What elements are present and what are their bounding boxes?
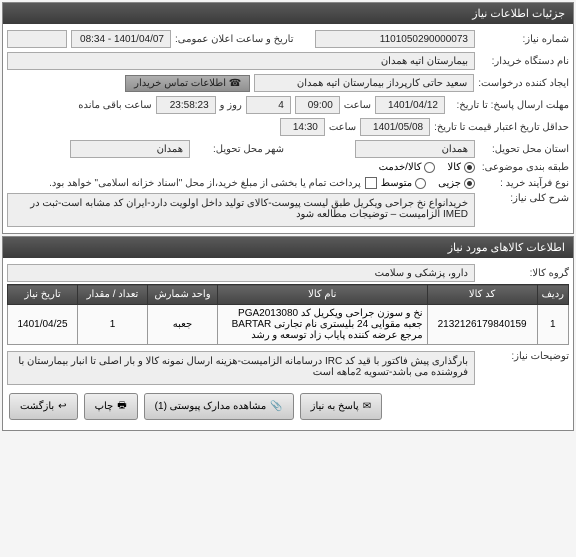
proc-type-minor[interactable]: جزیی xyxy=(438,178,475,189)
proc-type-medium[interactable]: متوسط xyxy=(381,178,426,189)
value-need-desc: بارگذاری پیش فاکتور با قید کد IRC درساما… xyxy=(7,351,475,385)
category-opt1-label: کالا xyxy=(447,162,461,173)
value-public-date2 xyxy=(7,30,67,48)
cell-index: 1 xyxy=(537,305,568,345)
table-row: 1 2132126179840159 نخ و سوزن جراحی ویکری… xyxy=(8,305,569,345)
col-unit: واحد شمارش xyxy=(148,285,218,305)
value-province: همدان xyxy=(355,140,475,158)
attach-icon: 📎 xyxy=(270,401,282,412)
deadline-days-label: روز و xyxy=(220,100,242,111)
attachments-button[interactable]: 📎 مشاهده مدارک پیوستی (1) xyxy=(144,393,294,420)
category-opt2-label: کالا/خدمت xyxy=(379,162,422,173)
treasury-checkbox[interactable] xyxy=(365,177,377,189)
row-requester: ایجاد کننده درخواست: سعید حاتی کارپرداز … xyxy=(7,72,569,94)
back-icon: ↩ xyxy=(58,401,66,412)
radio-icon xyxy=(464,178,475,189)
value-public-date1: 1401/04/07 - 08:34 xyxy=(71,30,171,48)
value-buyer-org: بیمارستان اتیه همدان xyxy=(7,52,475,70)
value-general-desc: خریدانواع نخ جراحی ویکریل طبق لیست پیوست… xyxy=(7,193,475,227)
deadline-days: 4 xyxy=(246,96,291,114)
row-price-validity: حداقل تاریخ اعتبار قیمت تا تاریخ: 1401/0… xyxy=(7,116,569,138)
col-index: ردیف xyxy=(537,285,568,305)
label-province: استان محل تحویل: xyxy=(479,144,569,155)
back-label: بازگشت xyxy=(20,401,54,412)
label-need-desc: توضیحات نیاز: xyxy=(479,351,569,362)
panel1-body: شماره نیاز: 1101050290000073 تاریخ و ساع… xyxy=(3,24,573,233)
label-group: گروه کالا: xyxy=(479,268,569,279)
row-group: گروه کالا: دارو، پزشکی و سلامت xyxy=(7,262,569,284)
row-need-desc: توضیحات نیاز: بارگذاری پیش فاکتور با قید… xyxy=(7,349,569,387)
row-need-no: شماره نیاز: 1101050290000073 xyxy=(302,28,570,50)
label-price-validity: حداقل تاریخ اعتبار قیمت تا تاریخ: xyxy=(434,122,569,133)
row-general-desc: شرح کلی نیاز: خریدانواع نخ جراحی ویکریل … xyxy=(7,191,569,229)
panel1-title: جزئیات اطلاعات نیاز xyxy=(3,3,573,24)
row-category: طبقه بندی موضوعی: کالا کالا/خدمت xyxy=(7,160,569,175)
reply-icon: ✉ xyxy=(363,401,371,412)
print-label: چاپ xyxy=(95,401,114,412)
label-general-desc: شرح کلی نیاز: xyxy=(479,193,569,204)
goods-table: ردیف کد کالا نام کالا واحد شمارش تعداد /… xyxy=(7,284,569,345)
buyer-contact-label: اطلاعات تماس خریدار xyxy=(134,78,226,89)
button-row: ✉ پاسخ به نیاز 📎 مشاهده مدارک پیوستی (1)… xyxy=(7,387,569,426)
price-validity-date: 1401/05/08 xyxy=(360,118,430,136)
phone-icon: ☎ xyxy=(229,78,241,89)
label-proc-type: نوع فرآیند خرید : xyxy=(479,178,569,189)
print-button[interactable]: 🖶 چاپ xyxy=(84,393,138,420)
price-validity-time: 14:30 xyxy=(280,118,325,136)
price-validity-time-label: ساعت xyxy=(329,122,356,133)
proc-type-opt1-label: جزیی xyxy=(438,178,461,189)
label-buyer-org: نام دستگاه خریدار: xyxy=(479,56,569,67)
row-deadline: مهلت ارسال پاسخ: تا تاریخ: 1401/04/12 سا… xyxy=(7,94,569,116)
category-option-goods-service[interactable]: کالا/خدمت xyxy=(379,162,436,173)
cell-name: نخ و سوزن جراحی ویکریل کد PGA2013080 جعب… xyxy=(218,305,428,345)
reply-button[interactable]: ✉ پاسخ به نیاز xyxy=(300,393,382,420)
panel2-body: گروه کالا: دارو، پزشکی و سلامت ردیف کد ک… xyxy=(3,258,573,430)
row-proc-type: نوع فرآیند خرید : جزیی متوسط پرداخت تمام… xyxy=(7,175,569,191)
category-radio-group: کالا کالا/خدمت xyxy=(379,162,475,173)
deadline-date: 1401/04/12 xyxy=(375,96,445,114)
buyer-contact-button[interactable]: ☎ اطلاعات تماس خریدار xyxy=(125,75,250,92)
deadline-time: 09:00 xyxy=(295,96,340,114)
need-details-panel: جزئیات اطلاعات نیاز شماره نیاز: 11010502… xyxy=(2,2,574,234)
radio-icon xyxy=(415,178,426,189)
label-need-no: شماره نیاز: xyxy=(479,34,569,45)
value-need-no: 1101050290000073 xyxy=(315,30,475,48)
cell-unit: جعبه xyxy=(148,305,218,345)
category-option-goods[interactable]: کالا xyxy=(447,162,475,173)
cell-code: 2132126179840159 xyxy=(427,305,537,345)
reply-label: پاسخ به نیاز xyxy=(311,401,359,412)
col-date: تاریخ نیاز xyxy=(8,285,78,305)
print-icon: 🖶 xyxy=(117,398,126,415)
row-province: استان محل تحویل: همدان xyxy=(292,138,569,160)
value-requester: سعید حاتی کارپرداز بیمارستان اتیه همدان xyxy=(254,74,474,92)
value-city: همدان xyxy=(70,140,190,158)
deadline-remain: 23:58:23 xyxy=(156,96,216,114)
attachments-label: مشاهده مدارک پیوستی (1) xyxy=(155,401,267,412)
proc-type-radio-group: جزیی متوسط xyxy=(381,178,475,189)
row-buyer-org: نام دستگاه خریدار: بیمارستان اتیه همدان xyxy=(7,50,569,72)
label-deadline: مهلت ارسال پاسخ: تا تاریخ: xyxy=(449,100,569,111)
back-button[interactable]: ↩ بازگشت xyxy=(9,393,78,420)
cell-date: 1401/04/25 xyxy=(8,305,78,345)
table-header-row: ردیف کد کالا نام کالا واحد شمارش تعداد /… xyxy=(8,285,569,305)
goods-info-panel: اطلاعات کالاهای مورد نیاز گروه کالا: دار… xyxy=(2,236,574,431)
deadline-remain-label: ساعت باقی مانده xyxy=(78,100,151,111)
label-category: طبقه بندی موضوعی: xyxy=(479,162,569,173)
col-qty: تعداد / مقدار xyxy=(78,285,148,305)
panel2-title: اطلاعات کالاهای مورد نیاز xyxy=(3,237,573,258)
label-requester: ایجاد کننده درخواست: xyxy=(478,78,569,89)
col-code: کد کالا xyxy=(427,285,537,305)
row-public-date: تاریخ و ساعت اعلان عمومی: 1401/04/07 - 0… xyxy=(7,28,294,50)
treasury-note: پرداخت تمام یا بخشی از مبلغ خرید،از محل … xyxy=(49,178,361,189)
col-name: نام کالا xyxy=(218,285,428,305)
radio-icon xyxy=(424,162,435,173)
value-group: دارو، پزشکی و سلامت xyxy=(7,264,475,282)
label-public-date: تاریخ و ساعت اعلان عمومی: xyxy=(175,34,294,45)
row-city: شهر محل تحویل: همدان xyxy=(7,138,284,160)
label-city: شهر محل تحویل: xyxy=(194,144,284,155)
radio-icon xyxy=(464,162,475,173)
cell-qty: 1 xyxy=(78,305,148,345)
deadline-time-label: ساعت xyxy=(344,100,371,111)
proc-type-opt2-label: متوسط xyxy=(381,178,412,189)
